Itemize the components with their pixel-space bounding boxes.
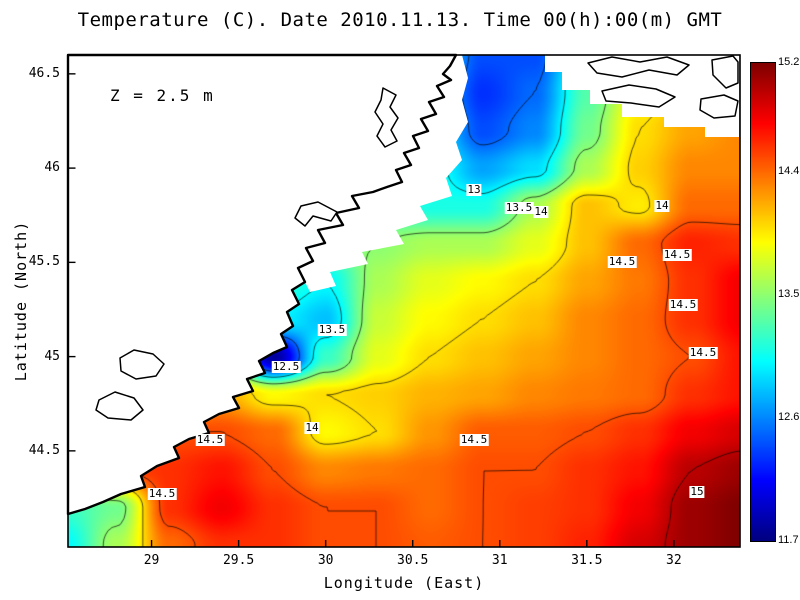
contour-label: 15 [689, 485, 705, 498]
x-tick-label: 32 [666, 553, 682, 568]
colorbar-tick-label: 11.7 [778, 534, 799, 546]
plot-title: Temperature (C). Date 2010.11.13. Time 0… [77, 9, 723, 31]
contour-label: 14.5 [195, 433, 225, 446]
contour-label: 14.5 [147, 487, 177, 500]
y-tick-label: 46 [44, 160, 60, 176]
colorbar-tick-label: 12.6 [778, 411, 800, 424]
contour-label: 14 [304, 421, 320, 434]
lagoon-outlines [587, 55, 739, 119]
lake-outlines [95, 87, 399, 421]
contour-label: 13.5 [317, 323, 347, 336]
lake-outline [294, 201, 338, 227]
y-tick-label: 46.5 [28, 65, 60, 81]
coastline [66, 53, 458, 516]
y-tick-label: 44.5 [28, 442, 60, 458]
y-tick-label: 45.5 [28, 254, 60, 270]
contour-label: 14.5 [459, 433, 489, 446]
contour-label: 14.5 [668, 298, 698, 311]
lake-outline [374, 87, 399, 148]
lake-outline [95, 391, 144, 421]
lagoon-outline [601, 84, 676, 108]
nodata-region [298, 55, 468, 292]
lagoon-outline [587, 56, 690, 78]
contour-label: 14.5 [688, 346, 718, 359]
lagoon-outline [711, 55, 739, 89]
y-tick-label: 45 [44, 348, 60, 364]
contour-label: 14.5 [662, 248, 692, 261]
colorbar-tick-label: 14.4 [778, 165, 800, 178]
colorbar-tick-label: 13.5 [778, 288, 800, 301]
colorbar [750, 62, 776, 542]
contour-label: 13.5 [504, 201, 534, 214]
x-tick-label: 31 [491, 553, 508, 568]
lagoon-outline [699, 94, 739, 119]
contour-label: 14.5 [607, 255, 637, 268]
x-tick-label: 30.5 [397, 553, 429, 568]
depth-annotation: Z = 2.5 m [110, 86, 215, 105]
colorbar-tick-label: 15.2 [778, 56, 800, 68]
x-tick-label: 29.5 [222, 553, 255, 568]
x-tick-label: 31.5 [571, 553, 603, 568]
x-axis-label: Longitude (East) [323, 574, 485, 592]
contour-label: 13 [466, 183, 482, 196]
contour-label: 14 [654, 199, 670, 212]
lake-outline [119, 349, 165, 380]
x-tick-label: 29 [143, 553, 160, 568]
y-axis-label: Latitude (North) [12, 220, 30, 382]
contour-label: 12.5 [271, 360, 301, 373]
plot-frame [67, 54, 741, 548]
contour-label: 14 [533, 205, 549, 218]
x-tick-label: 30 [317, 553, 334, 568]
axis-ticks [68, 73, 675, 547]
